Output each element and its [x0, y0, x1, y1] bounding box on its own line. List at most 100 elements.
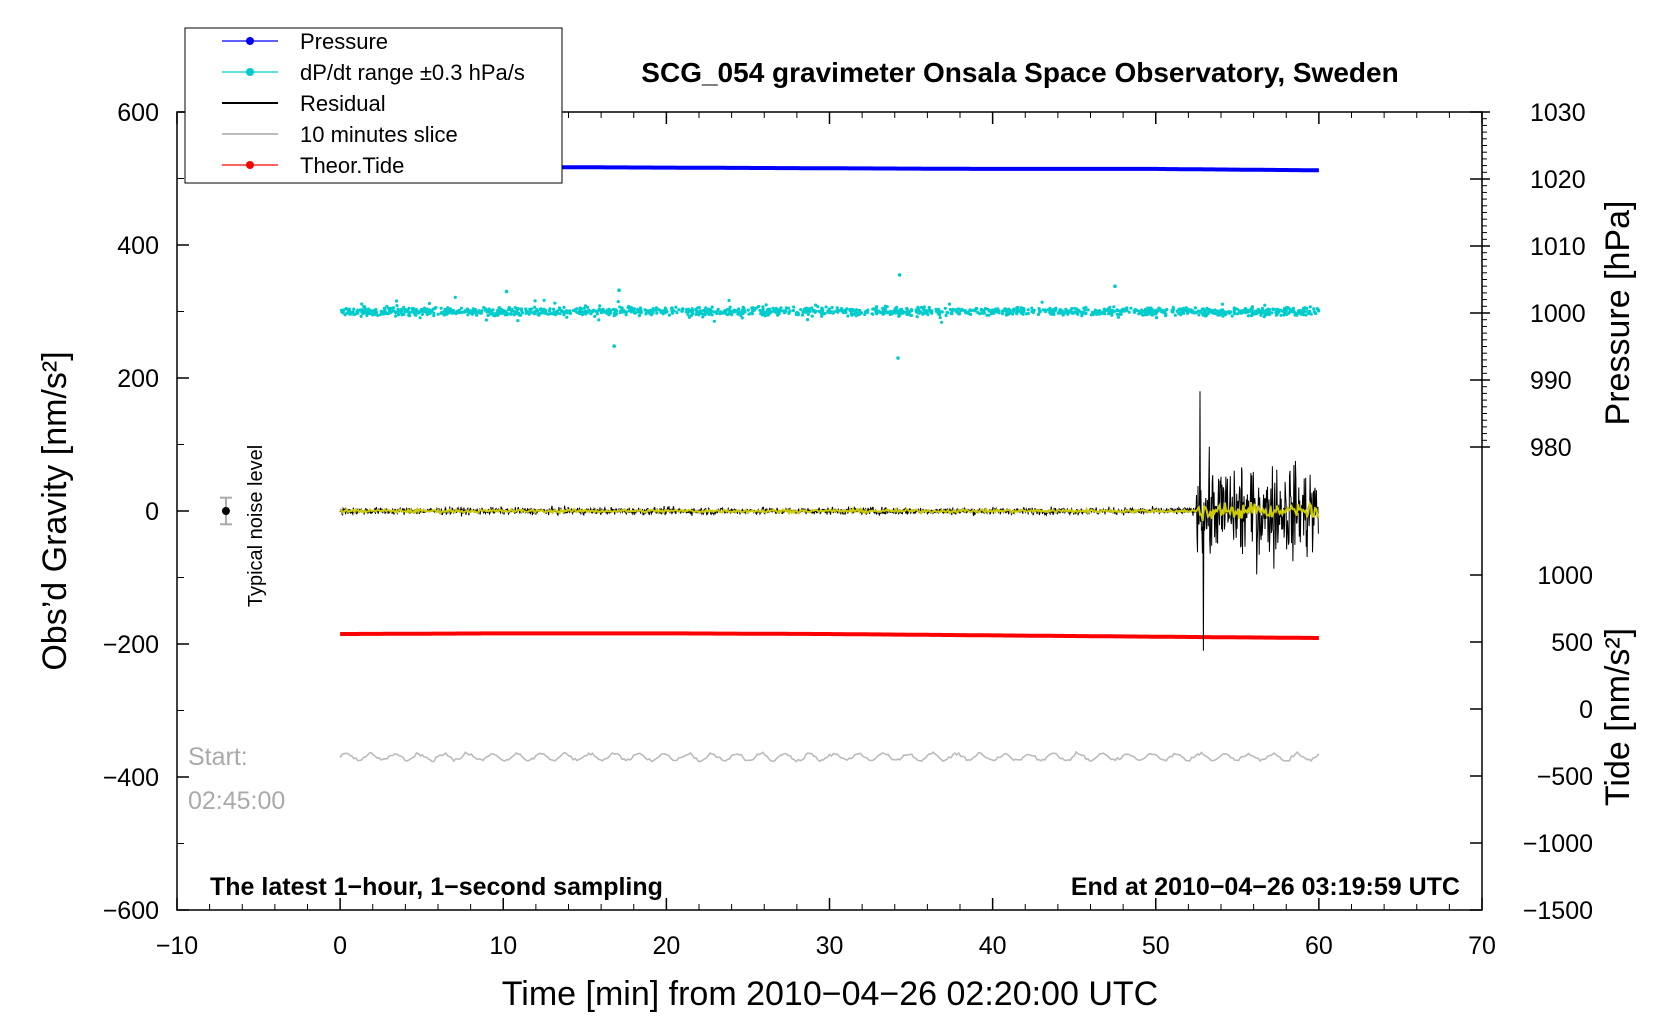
tide-tick-label: 500	[1551, 629, 1593, 657]
dpdt-point	[1067, 310, 1071, 314]
dpdt-point	[686, 307, 691, 311]
dpdt-point	[712, 319, 716, 323]
dpdt-point	[893, 308, 897, 312]
dpdt-point	[537, 313, 541, 317]
dpdt-point	[938, 316, 942, 320]
dpdt-point	[583, 304, 588, 308]
dpdt-point	[425, 312, 429, 317]
dpdt-point	[1084, 312, 1088, 316]
dpdt-point	[827, 307, 831, 311]
dpdt-point	[820, 314, 824, 318]
dpdt-point	[1052, 312, 1056, 316]
dpdt-point	[940, 310, 944, 314]
dpdt-point	[555, 310, 559, 314]
dpdt-point	[505, 313, 509, 317]
dpdt-point	[1106, 308, 1110, 312]
dpdt-point	[761, 305, 765, 309]
dpdt-point	[765, 308, 770, 312]
dpdt-point	[547, 312, 551, 316]
dpdt-point	[874, 307, 878, 311]
dpdt-point	[764, 303, 768, 307]
dpdt-point	[1016, 305, 1020, 310]
slice-series-line	[339, 750, 1320, 763]
dpdt-point	[1133, 309, 1137, 313]
dpdt-point	[616, 300, 620, 304]
dpdt-point	[612, 314, 616, 318]
dpdt-point	[657, 308, 661, 312]
dpdt-point	[1264, 308, 1268, 312]
dpdt-point	[395, 304, 399, 308]
dpdt-point	[436, 312, 440, 316]
dpdt-point	[385, 304, 389, 308]
dpdt-point	[591, 309, 595, 313]
dpdt-point	[362, 311, 366, 315]
dpdt-point	[955, 308, 959, 312]
dpdt-point	[445, 312, 449, 316]
dpdt-point	[494, 312, 499, 316]
dpdt-point	[759, 311, 763, 315]
x-tick-label: 30	[816, 932, 844, 960]
y-axis-title-left: Obs’d Gravity [nm/s²]	[36, 351, 74, 670]
sampling-note: The latest 1−hour, 1−second sampling	[210, 873, 663, 901]
x-tick-label: 40	[979, 932, 1007, 960]
dpdt-point	[654, 306, 659, 310]
dpdt-point	[525, 309, 529, 313]
dpdt-point	[488, 312, 492, 316]
dpdt-point	[992, 311, 996, 315]
dpdt-point	[664, 308, 668, 312]
dpdt-point	[1179, 313, 1183, 317]
dpdt-point	[404, 309, 408, 313]
dpdt-point	[824, 305, 828, 309]
dpdt-point	[1113, 284, 1117, 289]
dpdt-point	[677, 308, 681, 312]
dpdt-point	[1246, 309, 1251, 313]
dpdt-point	[1302, 306, 1306, 310]
dpdt-point	[450, 311, 454, 315]
dpdt-point	[632, 307, 636, 311]
dpdt-point	[749, 311, 753, 315]
dpdt-point	[967, 311, 971, 315]
dpdt-point	[915, 310, 920, 314]
dpdt-point	[420, 312, 424, 316]
dpdt-point	[1173, 313, 1177, 317]
dpdt-point	[466, 313, 470, 317]
dpdt-point	[639, 311, 643, 315]
dpdt-point	[1305, 306, 1309, 311]
dpdt-point	[730, 313, 734, 317]
dpdt-point	[1201, 307, 1205, 311]
dpdt-point	[906, 312, 911, 316]
dpdt-point	[1116, 315, 1120, 319]
noise-level-label: Typical noise level	[245, 445, 267, 607]
dpdt-point	[875, 311, 879, 315]
dpdt-point	[1283, 309, 1287, 313]
dpdt-point	[579, 308, 583, 312]
dpdt-point	[905, 308, 910, 312]
dpdt-point	[474, 310, 478, 314]
dpdt-point	[1241, 309, 1245, 313]
tide-series-line	[340, 631, 1319, 640]
dpdt-point	[1122, 307, 1126, 311]
dpdt-point	[691, 312, 695, 316]
dpdt-point	[568, 311, 573, 315]
dpdt-point	[359, 314, 363, 318]
legend-swatch-dot	[246, 37, 254, 45]
dpdt-point	[935, 310, 939, 314]
dpdt-point	[716, 307, 720, 311]
dpdt-point	[718, 312, 722, 316]
dpdt-point	[897, 273, 902, 277]
dpdt-point	[1186, 311, 1190, 315]
dpdt-point	[489, 309, 494, 313]
dpdt-point	[418, 316, 422, 320]
dpdt-point	[615, 312, 619, 316]
dpdt-point	[1258, 309, 1262, 313]
dpdt-point	[1297, 309, 1301, 314]
dpdt-point	[1239, 310, 1243, 315]
dpdt-point	[1026, 311, 1030, 316]
dpdt-point	[624, 313, 628, 317]
dpdt-point	[376, 313, 380, 317]
dpdt-point	[439, 311, 443, 315]
tide-axis-title: Tide [nm/s²]	[1599, 628, 1637, 806]
dpdt-point	[1233, 312, 1237, 316]
dpdt-point	[500, 311, 504, 315]
dpdt-point	[740, 308, 744, 312]
